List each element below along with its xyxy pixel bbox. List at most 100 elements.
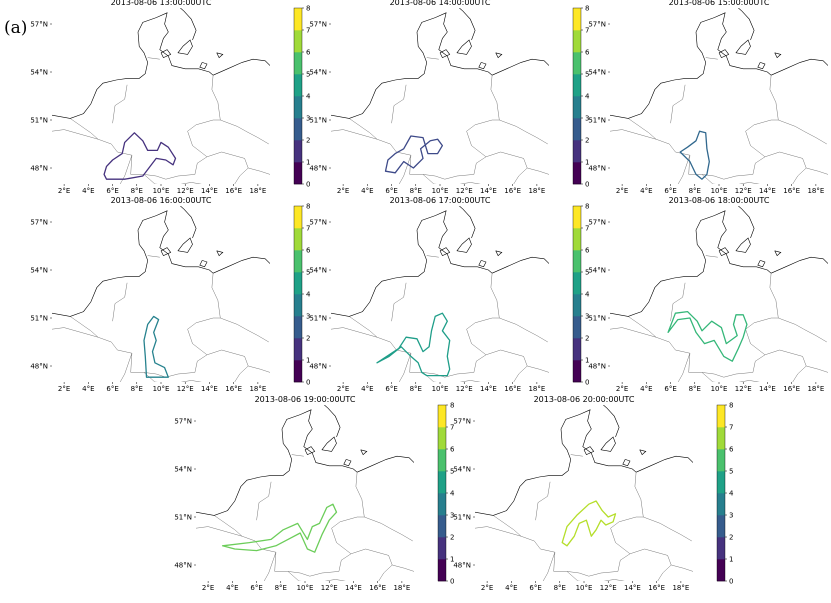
x-tick-label: 18°E — [528, 385, 545, 393]
x-tick-label: 2°E — [616, 187, 628, 195]
map-panel-2: 2013-08-06 14:00:00UTC 2°E 4°E 6°E 8°E 10°E 12… — [301, 0, 595, 206]
colorbar-tick-label: 8 — [729, 402, 733, 410]
map-panel-3: 2013-08-06 15:00:00UTC 2°E 4°E 6°E 8°E 10°E 12… — [580, 0, 831, 206]
country-border-8 — [671, 564, 693, 572]
colorbar-tick-label: 6 — [306, 49, 311, 57]
coastline-3 — [160, 247, 172, 256]
colorbar-tick-label: 2 — [585, 335, 589, 343]
x-tick-label: 14°E — [201, 385, 218, 393]
coastline-3 — [718, 247, 730, 256]
country-border-1 — [610, 472, 644, 554]
map-panel-4: 2013-08-06 16:00:00UTC 2°E 4°E 6°E 8°E 10°E 12… — [22, 196, 316, 404]
country-border-8 — [806, 167, 828, 175]
colorbar-segment — [717, 471, 725, 494]
x-tick-label: 10°E — [432, 187, 449, 195]
coastline-6 — [478, 260, 487, 268]
colorbar-tick-label: 7 — [585, 225, 589, 233]
country-border-8 — [248, 167, 270, 175]
country-border-4 — [364, 516, 413, 542]
country-border-8 — [392, 564, 414, 572]
chart-title: 2013-08-06 20:00:00UTC — [534, 395, 635, 404]
colorbar-tick-label: 3 — [306, 115, 310, 123]
coastline-0 — [52, 210, 214, 317]
colorbar-tick-label: 2 — [450, 534, 454, 542]
x-tick-label: 6°E — [529, 584, 541, 592]
x-tick-label: 12°E — [456, 187, 473, 195]
country-border-0 — [70, 118, 208, 180]
y-tick-label: 48°N — [309, 363, 327, 371]
colorbar-tick-label: 8 — [450, 402, 454, 410]
coastline-4 — [603, 405, 620, 438]
colorbar-tick-label: 1 — [585, 159, 589, 167]
x-tick-label: 18°E — [672, 584, 689, 592]
country-border-7 — [263, 552, 277, 581]
colorbar-tick-label: 7 — [306, 27, 310, 35]
colorbar-tick-label: 7 — [306, 225, 310, 233]
colorbar-tick-label: 2 — [585, 137, 589, 145]
colorbar-tick-label: 6 — [306, 247, 311, 255]
map-panel-5: 2013-08-06 17:00:00UTC 2°E 4°E 6°E 8°E 10°E 12… — [301, 196, 595, 404]
colorbar-segment — [573, 162, 581, 185]
y-tick-label: 57°N — [588, 21, 606, 29]
colorbar-tick-label: 3 — [729, 512, 733, 520]
colorbar-tick-label: 5 — [306, 71, 310, 79]
x-tick-label: 16°E — [369, 584, 386, 592]
colorbar-segment — [438, 405, 446, 428]
x-tick-label: 4°E — [226, 584, 238, 592]
colorbar-tick-label: 1 — [306, 159, 310, 167]
colorbar-segment — [294, 338, 302, 361]
colorbar-tick-label: 0 — [450, 578, 454, 586]
country-border-3 — [426, 255, 439, 258]
x-tick-label: 12°E — [456, 385, 473, 393]
y-tick-label: 51°N — [309, 117, 327, 125]
colorbar-segment — [573, 8, 581, 31]
country-border-5 — [701, 151, 807, 184]
country-border-1 — [745, 75, 779, 157]
coastline-3 — [304, 446, 316, 455]
x-tick-label: 12°E — [177, 187, 194, 195]
colorbar-segment — [573, 118, 581, 141]
colorbar-segment — [717, 449, 725, 472]
x-tick-label: 6°E — [664, 187, 676, 195]
y-tick-label: 57°N — [174, 418, 192, 426]
y-tick-label: 48°N — [453, 562, 471, 570]
coastline-2 — [177, 237, 193, 253]
colorbar-segment — [573, 206, 581, 229]
country-border-5 — [143, 151, 249, 184]
colorbar-segment — [438, 493, 446, 516]
x-tick-label: 14°E — [345, 584, 362, 592]
colorbar-segment — [717, 537, 725, 560]
coastline-5 — [774, 250, 782, 257]
colorbar-segment — [294, 30, 302, 53]
colorbar-segment — [573, 316, 581, 339]
colorbar-segment — [438, 515, 446, 538]
y-tick-label: 51°N — [588, 315, 606, 323]
colorbar-tick-label: 1 — [585, 357, 589, 365]
country-border-8 — [527, 365, 549, 373]
chart-title: 2013-08-06 17:00:00UTC — [390, 196, 491, 205]
chart-title: 2013-08-06 14:00:00UTC — [390, 0, 491, 7]
x-tick-label: 16°E — [648, 584, 665, 592]
map-panel-8: 2013-08-06 20:00:00UTC 2°E 4°E 6°E 8°E 10°E 12… — [445, 395, 739, 603]
country-border-4 — [643, 516, 692, 542]
coastline-3 — [439, 247, 451, 256]
x-tick-label: 6°E — [106, 187, 118, 195]
y-tick-label: 54°N — [588, 267, 606, 275]
map-panel-1: 2013-08-06 13:00:00UTC 2°E 4°E 6°E 8°E 10°E 12… — [22, 0, 316, 206]
x-tick-label: 4°E — [361, 385, 373, 393]
x-tick-label: 2°E — [58, 187, 70, 195]
country-border-2 — [256, 481, 272, 521]
x-tick-label: 6°E — [664, 385, 676, 393]
colorbar-segment — [294, 294, 302, 317]
colorbar-tick-label: 2 — [306, 335, 310, 343]
colorbar-segment — [573, 96, 581, 119]
coastline-1 — [356, 455, 414, 473]
x-tick-label: 8°E — [689, 187, 701, 195]
country-border-3 — [570, 454, 583, 457]
colorbar-tick-label: 0 — [306, 379, 310, 387]
colorbar-segment — [573, 74, 581, 97]
coastline-4 — [459, 206, 476, 239]
